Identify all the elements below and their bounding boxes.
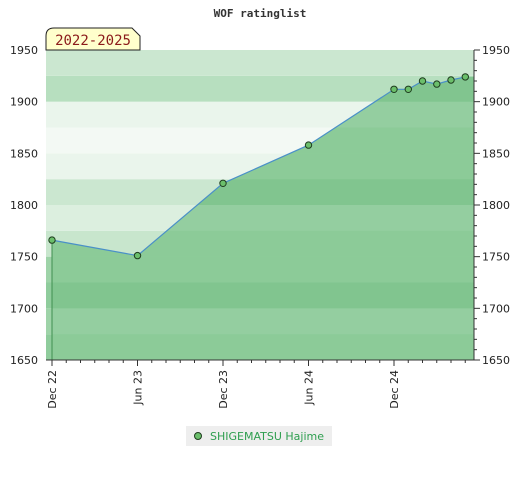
y-tick-label-right: 1900: [482, 96, 510, 109]
y-tick-label-left: 1650: [10, 354, 38, 367]
data-point: [304, 141, 313, 149]
y-axis-right: 1650 1700 1750 1800 1850 1900 1950: [473, 44, 510, 367]
y-tick-label-left: 1900: [10, 96, 38, 109]
background-band: [46, 50, 474, 76]
legend-marker: [194, 432, 202, 440]
y-tick-label-right: 1700: [482, 302, 510, 315]
x-tick-label: Jun 23: [132, 370, 145, 406]
y-tick-label-left: 1750: [10, 251, 38, 264]
area-band: [52, 334, 474, 360]
data-point: [133, 251, 142, 260]
y-tick-label-left: 1950: [10, 44, 38, 57]
data-point: [219, 179, 227, 188]
y-tick-label-left: 1700: [10, 302, 38, 315]
legend: SHIGEMATSU Hajime: [186, 426, 332, 446]
area-band: [52, 282, 474, 309]
area-band: [52, 256, 474, 283]
data-point: [418, 77, 427, 85]
data-point: [390, 85, 398, 94]
x-tick-label: Dec 23: [217, 370, 230, 409]
data-point: [48, 236, 56, 244]
y-tick-label-right: 1750: [482, 251, 510, 264]
y-tick-label-right: 1850: [482, 147, 510, 160]
y-axis-left: 1650 1700 1750 1800 1850 1900 1950: [10, 44, 38, 367]
legend-series-name: SHIGEMATSU Hajime: [210, 429, 324, 443]
x-axis: Dec 22 Jun 23 Dec 23 Jun 24 Dec 24: [46, 359, 474, 409]
y-tick-label-left: 1800: [10, 199, 38, 212]
x-tick-label: Jun 24: [303, 370, 316, 406]
data-point: [433, 80, 441, 88]
rating-line: [51, 76, 466, 257]
chart-title: WOF ratinglist: [214, 7, 307, 20]
y-tick-label-right: 1650: [482, 354, 510, 367]
y-tick-label-right: 1950: [482, 44, 510, 57]
data-point: [461, 73, 469, 81]
area-band: [52, 308, 474, 335]
period-badge-box: [45, 27, 141, 51]
x-tick-label: Dec 22: [46, 370, 59, 409]
y-tick-label-right: 1800: [482, 199, 510, 212]
data-point: [447, 76, 455, 84]
period-badge-label: 2022-2025: [55, 33, 131, 49]
data-point: [404, 85, 412, 94]
x-tick-label: Dec 24: [388, 370, 401, 409]
y-tick-label-left: 1850: [10, 147, 38, 160]
period-badge: 2022-2025: [45, 27, 141, 51]
data-points: [48, 73, 469, 360]
